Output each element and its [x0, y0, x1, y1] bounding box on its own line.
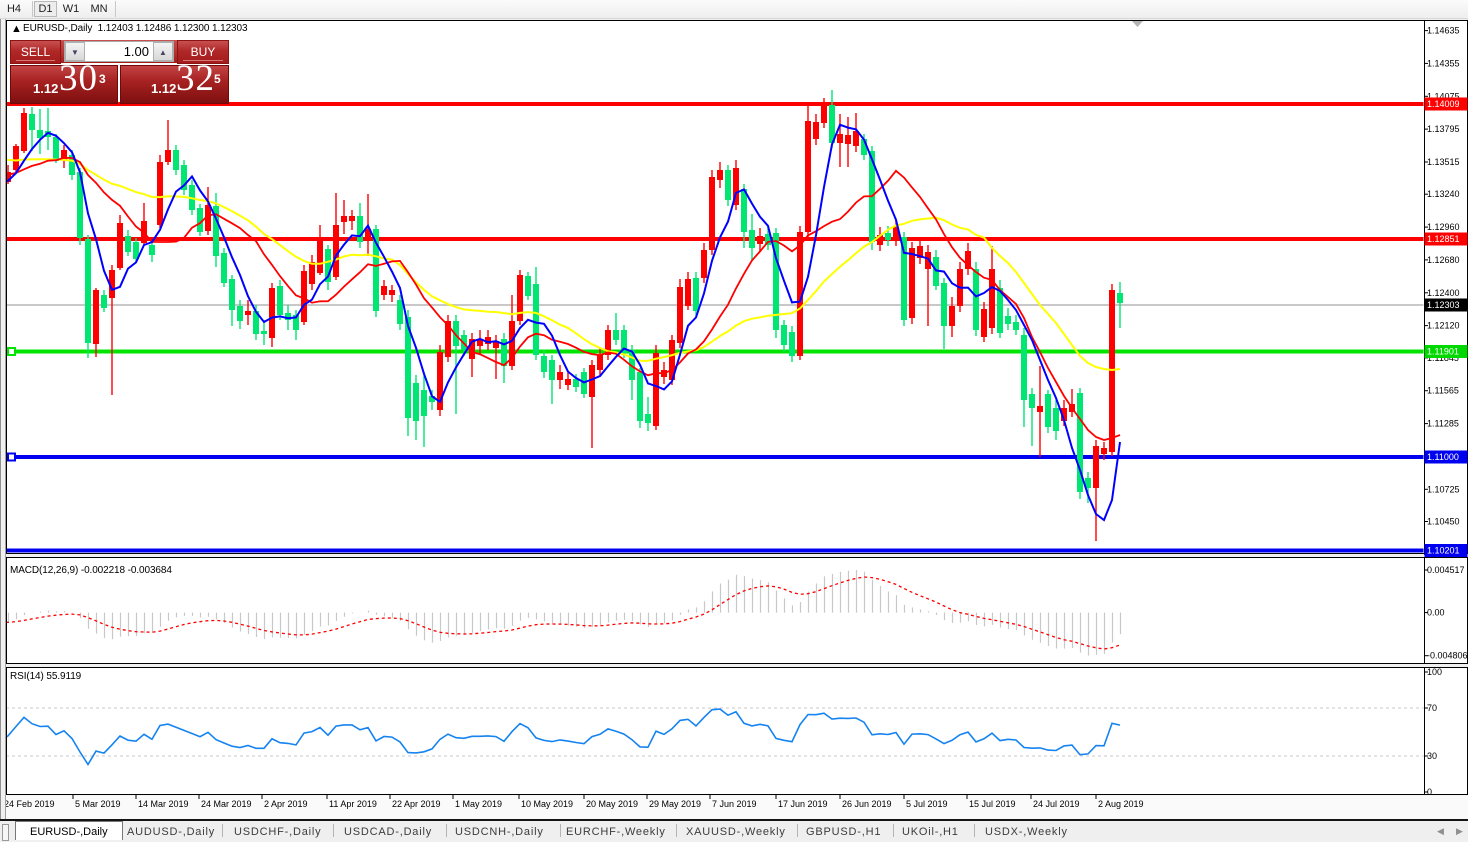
svg-text:1.12960: 1.12960 [1427, 222, 1460, 232]
svg-text:1.10450: 1.10450 [1427, 517, 1460, 527]
svg-text:0.00: 0.00 [1427, 608, 1445, 618]
svg-text:1.13240: 1.13240 [1427, 189, 1460, 199]
svg-text:1.11285: 1.11285 [1427, 419, 1459, 429]
svg-text:2 Apr 2019: 2 Apr 2019 [264, 799, 308, 809]
svg-text:1.11565: 1.11565 [1427, 386, 1459, 396]
svg-text:11 Apr 2019: 11 Apr 2019 [329, 799, 377, 809]
svg-text:5 Mar 2019: 5 Mar 2019 [75, 799, 121, 809]
svg-text:30: 30 [1427, 751, 1437, 761]
svg-text:1.14075: 1.14075 [1427, 91, 1460, 101]
svg-text:26 Jun 2019: 26 Jun 2019 [842, 799, 892, 809]
svg-text:20 May 2019: 20 May 2019 [586, 799, 638, 809]
svg-text:29 May 2019: 29 May 2019 [649, 799, 701, 809]
svg-text:1 May 2019: 1 May 2019 [455, 799, 502, 809]
svg-text:17 Jun 2019: 17 Jun 2019 [778, 799, 828, 809]
svg-text:24 Feb 2019: 24 Feb 2019 [4, 799, 55, 809]
svg-text:1.12303: 1.12303 [1427, 300, 1460, 310]
svg-text:1.13515: 1.13515 [1427, 157, 1460, 167]
svg-text:5 Jul 2019: 5 Jul 2019 [906, 799, 948, 809]
svg-text:1.11901: 1.11901 [1427, 347, 1459, 357]
svg-text:1.10201: 1.10201 [1427, 546, 1460, 556]
svg-text:24 Mar 2019: 24 Mar 2019 [201, 799, 252, 809]
svg-text:1.10725: 1.10725 [1427, 484, 1460, 494]
svg-text:15 Jul 2019: 15 Jul 2019 [969, 799, 1016, 809]
svg-text:1.12400: 1.12400 [1427, 288, 1460, 298]
svg-text:100: 100 [1427, 667, 1442, 677]
svg-text:-0.004806: -0.004806 [1427, 651, 1468, 661]
svg-text:1.12120: 1.12120 [1427, 321, 1460, 331]
svg-text:10 May 2019: 10 May 2019 [521, 799, 573, 809]
svg-text:1.14635: 1.14635 [1427, 26, 1460, 36]
svg-text:1.14355: 1.14355 [1427, 58, 1460, 68]
svg-text:1.13795: 1.13795 [1427, 124, 1460, 134]
svg-text:0.004517: 0.004517 [1427, 565, 1465, 575]
svg-text:22 Apr 2019: 22 Apr 2019 [392, 799, 441, 809]
svg-text:0: 0 [1427, 787, 1432, 797]
svg-text:1.11000: 1.11000 [1427, 452, 1459, 462]
svg-text:1.12851: 1.12851 [1427, 234, 1460, 244]
svg-text:1.12680: 1.12680 [1427, 255, 1460, 265]
svg-text:70: 70 [1427, 703, 1437, 713]
svg-text:14 Mar 2019: 14 Mar 2019 [138, 799, 189, 809]
svg-text:24 Jul 2019: 24 Jul 2019 [1033, 799, 1080, 809]
svg-text:7 Jun 2019: 7 Jun 2019 [712, 799, 757, 809]
svg-text:1.14009: 1.14009 [1427, 99, 1460, 109]
svg-text:2 Aug 2019: 2 Aug 2019 [1098, 799, 1144, 809]
